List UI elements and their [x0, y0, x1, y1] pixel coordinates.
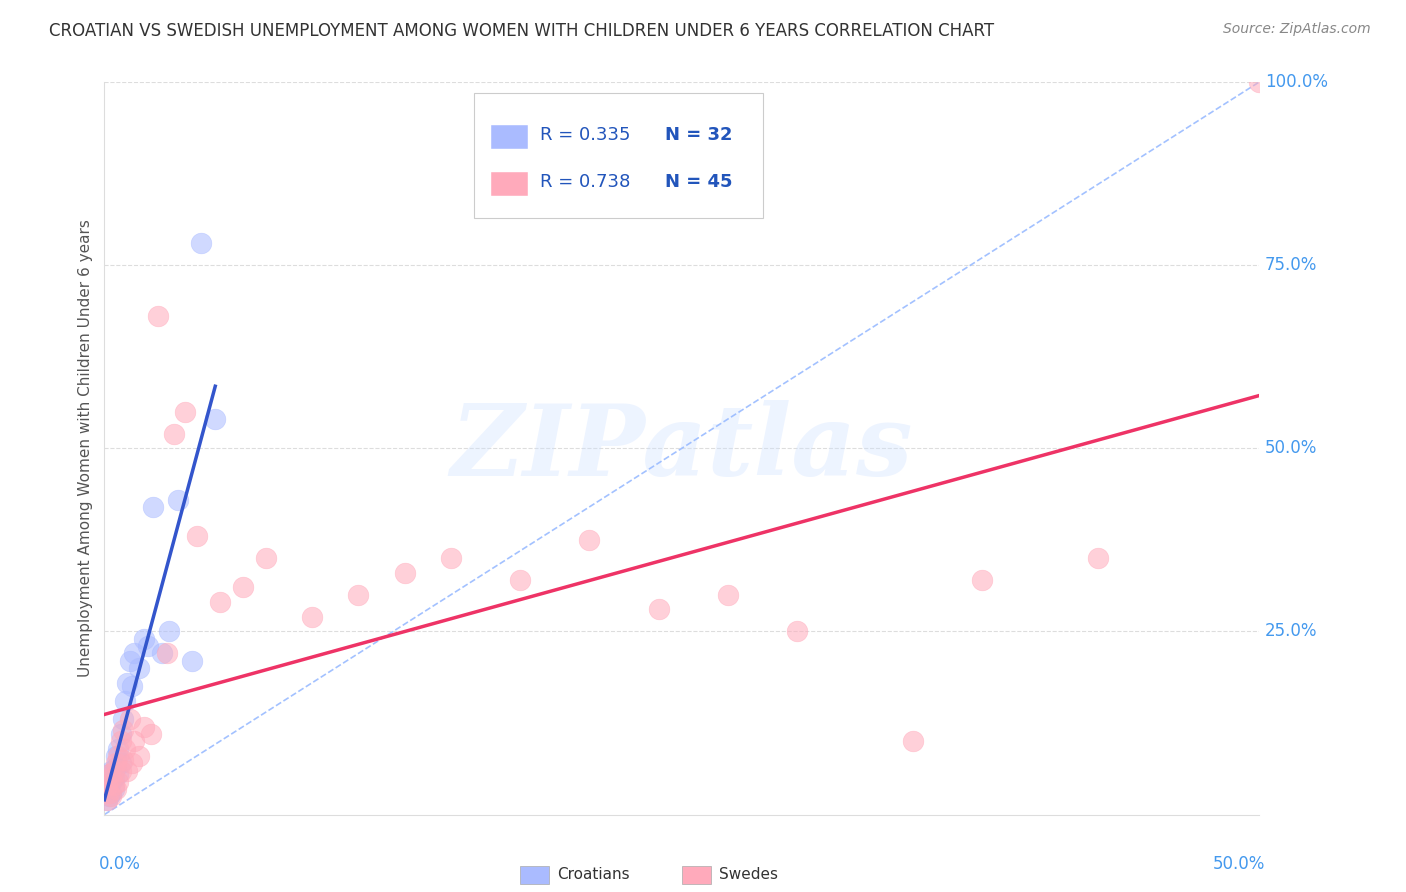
Text: Croatians: Croatians — [557, 867, 630, 882]
Point — [578, 533, 600, 547]
Point — [100, 789, 122, 804]
Point — [98, 789, 121, 804]
Point — [103, 778, 125, 792]
Point — [190, 236, 212, 251]
Point — [1087, 551, 1109, 566]
Point — [901, 734, 924, 748]
Y-axis label: Unemployment Among Women with Children Under 6 years: Unemployment Among Women with Children U… — [79, 219, 93, 677]
Point — [103, 781, 125, 796]
Point — [100, 764, 122, 778]
Point — [118, 712, 141, 726]
FancyBboxPatch shape — [491, 125, 529, 149]
Point — [1249, 75, 1271, 89]
Text: R = 0.335: R = 0.335 — [540, 127, 630, 145]
Point — [121, 679, 143, 693]
Point — [104, 760, 127, 774]
Point — [440, 551, 463, 566]
Point — [107, 767, 129, 781]
Point — [110, 764, 132, 778]
Point — [110, 734, 132, 748]
Point — [104, 756, 127, 771]
Text: N = 32: N = 32 — [665, 127, 733, 145]
Point — [146, 310, 169, 324]
Point — [111, 723, 134, 738]
Point — [208, 595, 231, 609]
Point — [786, 624, 808, 639]
Point — [117, 675, 139, 690]
Point — [394, 566, 416, 580]
Point — [98, 778, 121, 792]
Text: 0.0%: 0.0% — [98, 855, 141, 873]
Text: R = 0.738: R = 0.738 — [540, 173, 630, 192]
Point — [107, 741, 129, 756]
Point — [204, 412, 226, 426]
Point — [121, 756, 143, 771]
Point — [111, 753, 134, 767]
Point — [98, 786, 121, 800]
Point — [717, 588, 740, 602]
Point — [98, 767, 121, 781]
Point — [103, 771, 125, 785]
Text: N = 45: N = 45 — [665, 173, 733, 192]
Point — [96, 781, 118, 796]
Point — [232, 581, 254, 595]
Point — [157, 624, 180, 639]
Point — [128, 661, 150, 675]
Point — [98, 767, 121, 781]
Text: 50.0%: 50.0% — [1265, 439, 1317, 458]
Point — [128, 748, 150, 763]
Point — [132, 720, 155, 734]
Point — [347, 588, 370, 602]
Point — [107, 774, 129, 789]
Point — [132, 632, 155, 646]
Point — [117, 764, 139, 778]
Point — [254, 551, 277, 566]
Point — [167, 492, 190, 507]
FancyBboxPatch shape — [474, 93, 762, 218]
Point — [648, 602, 671, 616]
Text: ZIPatlas: ZIPatlas — [451, 400, 912, 497]
Point — [110, 756, 132, 771]
Point — [118, 654, 141, 668]
Point — [104, 781, 127, 796]
Point — [107, 748, 129, 763]
FancyBboxPatch shape — [520, 866, 548, 884]
Point — [103, 764, 125, 778]
FancyBboxPatch shape — [682, 866, 710, 884]
Point — [142, 500, 165, 514]
Point — [163, 426, 186, 441]
FancyBboxPatch shape — [491, 172, 529, 195]
Point — [139, 727, 162, 741]
Point — [100, 786, 122, 800]
Point — [114, 694, 136, 708]
Point — [100, 774, 122, 789]
Point — [186, 529, 208, 543]
Point — [136, 639, 159, 653]
Point — [509, 573, 531, 587]
Point — [156, 647, 179, 661]
Point — [181, 654, 204, 668]
Text: 25.0%: 25.0% — [1265, 623, 1317, 640]
Point — [174, 404, 197, 418]
Point — [114, 741, 136, 756]
Text: 100.0%: 100.0% — [1265, 73, 1329, 91]
Point — [100, 771, 122, 785]
Point — [150, 647, 173, 661]
Point — [96, 778, 118, 792]
Point — [96, 793, 118, 807]
Text: 50.0%: 50.0% — [1213, 855, 1265, 873]
Point — [96, 793, 118, 807]
Point — [124, 647, 146, 661]
Point — [301, 609, 323, 624]
Point — [104, 748, 127, 763]
Text: Source: ZipAtlas.com: Source: ZipAtlas.com — [1223, 22, 1371, 37]
Point — [972, 573, 994, 587]
Text: Swedes: Swedes — [718, 867, 778, 882]
Point — [110, 727, 132, 741]
Text: CROATIAN VS SWEDISH UNEMPLOYMENT AMONG WOMEN WITH CHILDREN UNDER 6 YEARS CORRELA: CROATIAN VS SWEDISH UNEMPLOYMENT AMONG W… — [49, 22, 994, 40]
Point — [124, 734, 146, 748]
Text: 75.0%: 75.0% — [1265, 256, 1317, 274]
Point — [111, 712, 134, 726]
